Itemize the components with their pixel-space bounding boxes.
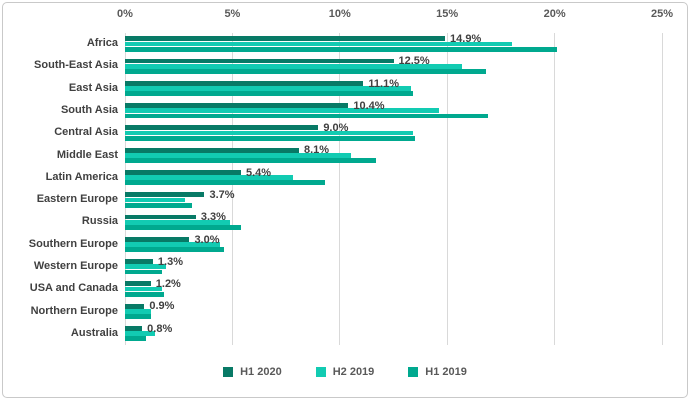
bar-h1-2020 (125, 236, 190, 242)
bar-h2-2019 (125, 197, 186, 203)
x-axis-tick-label: 10% (328, 8, 351, 20)
bar-h1-2019 (125, 180, 325, 186)
legend-item-h1-2019: H1 2019 (408, 366, 467, 378)
data-label: 0.9% (149, 300, 175, 313)
legend-label-h2-2019: H2 2019 (332, 366, 375, 378)
bar-h1-2020 (125, 125, 319, 131)
legend-swatch-h1-2020 (223, 367, 234, 377)
bar-h2-2019 (125, 331, 156, 337)
gridline (554, 33, 556, 345)
legend-label-h1-2020: H1 2020 (240, 366, 282, 378)
category-label: Eastern Europe (36, 193, 118, 206)
bar-h2-2019 (125, 152, 351, 158)
data-label: 10.4% (353, 99, 385, 112)
category-label: Southern Europe (28, 237, 118, 250)
data-label: 12.5% (398, 55, 430, 68)
chart-legend: H1 2020 H2 2019 H1 2019 (0, 366, 690, 378)
bar-h1-2019 (125, 135, 415, 141)
category-label: Latin America (45, 170, 118, 183)
x-axis-tick-label: 25% (650, 8, 674, 20)
legend-item-h1-2020: H1 2020 (223, 366, 282, 378)
bar-h2-2019 (125, 130, 413, 136)
bar-h2-2019 (125, 63, 463, 69)
bar-h2-2019 (125, 86, 411, 91)
x-axis-tick-label: 5% (224, 8, 241, 20)
bar-h1-2020 (125, 192, 205, 198)
category-label: South Asia (60, 104, 118, 116)
category-label: Middle East (56, 148, 118, 161)
gridline (124, 33, 126, 345)
bar-h2-2019 (125, 175, 293, 181)
category-label: Russia (81, 215, 118, 228)
category-label: South-East Asia (34, 59, 118, 72)
bar-h1-2020 (125, 214, 196, 220)
data-label: 1.2% (155, 278, 181, 291)
bar-h2-2019 (125, 308, 151, 314)
data-label: 9.0% (323, 122, 349, 135)
x-axis-tick-label: 15% (436, 8, 459, 20)
gridline (339, 33, 341, 345)
bar-h1-2020 (125, 80, 364, 86)
gridline (231, 33, 233, 345)
legend-item-h2-2019: H2 2019 (315, 366, 375, 378)
bar-h1-2020 (125, 326, 143, 331)
category-label: Africa (86, 37, 118, 50)
bar-h2-2019 (125, 219, 231, 225)
bar-h1-2019 (125, 291, 164, 297)
bar-h1-2019 (125, 314, 151, 319)
gridline (446, 33, 448, 345)
bar-h2-2019 (125, 41, 512, 47)
category-label: USA and Canada (29, 282, 118, 295)
legend-swatch-h2-2019 (315, 367, 326, 377)
bar-h1-2020 (125, 103, 349, 108)
category-label: Australia (70, 326, 118, 339)
bar-h1-2019 (125, 46, 557, 52)
legend-label-h1-2019: H1 2019 (425, 366, 467, 378)
bar-h1-2019 (125, 247, 224, 253)
category-label: Northern Europe (30, 304, 118, 317)
bar-h2-2019 (125, 286, 162, 292)
data-label: 3.7% (209, 188, 235, 201)
bar-h1-2019 (125, 113, 488, 119)
data-label: 14.9% (450, 32, 482, 45)
bar-h1-2020 (125, 281, 151, 287)
bar-h1-2020 (125, 259, 153, 264)
x-axis-tick-label: 0% (117, 8, 133, 20)
bar-h1-2020 (125, 58, 394, 64)
category-label: Central Asia (54, 126, 118, 139)
data-label: 11.1% (368, 77, 400, 90)
bar-h1-2020 (125, 170, 241, 175)
data-label: 8.1% (303, 144, 330, 157)
data-label: 3.0% (194, 233, 220, 246)
bar-h1-2019 (125, 269, 162, 275)
category-label: East Asia (68, 81, 118, 94)
legend-swatch-h1-2019 (408, 367, 419, 377)
bar-h1-2020 (125, 303, 145, 309)
bar-h1-2020 (125, 36, 446, 42)
bar-h2-2019 (125, 242, 220, 247)
bar-h2-2019 (125, 108, 439, 114)
bar-h1-2019 (125, 225, 241, 230)
bar-h1-2019 (125, 91, 413, 97)
gridline (661, 33, 663, 345)
bar-h1-2019 (125, 202, 192, 208)
bar-h2-2019 (125, 264, 166, 270)
bar-h1-2020 (125, 147, 299, 153)
data-label: 5.4% (245, 166, 272, 179)
bar-h1-2019 (125, 69, 486, 74)
x-axis-tick-label: 20% (543, 8, 566, 20)
data-label: 3.3% (200, 211, 226, 224)
data-label: 1.3% (157, 255, 183, 268)
bar-h1-2019 (125, 158, 377, 163)
data-label: 0.8% (147, 322, 173, 335)
category-label: Western Europe (33, 260, 118, 272)
bar-h1-2019 (125, 336, 147, 342)
